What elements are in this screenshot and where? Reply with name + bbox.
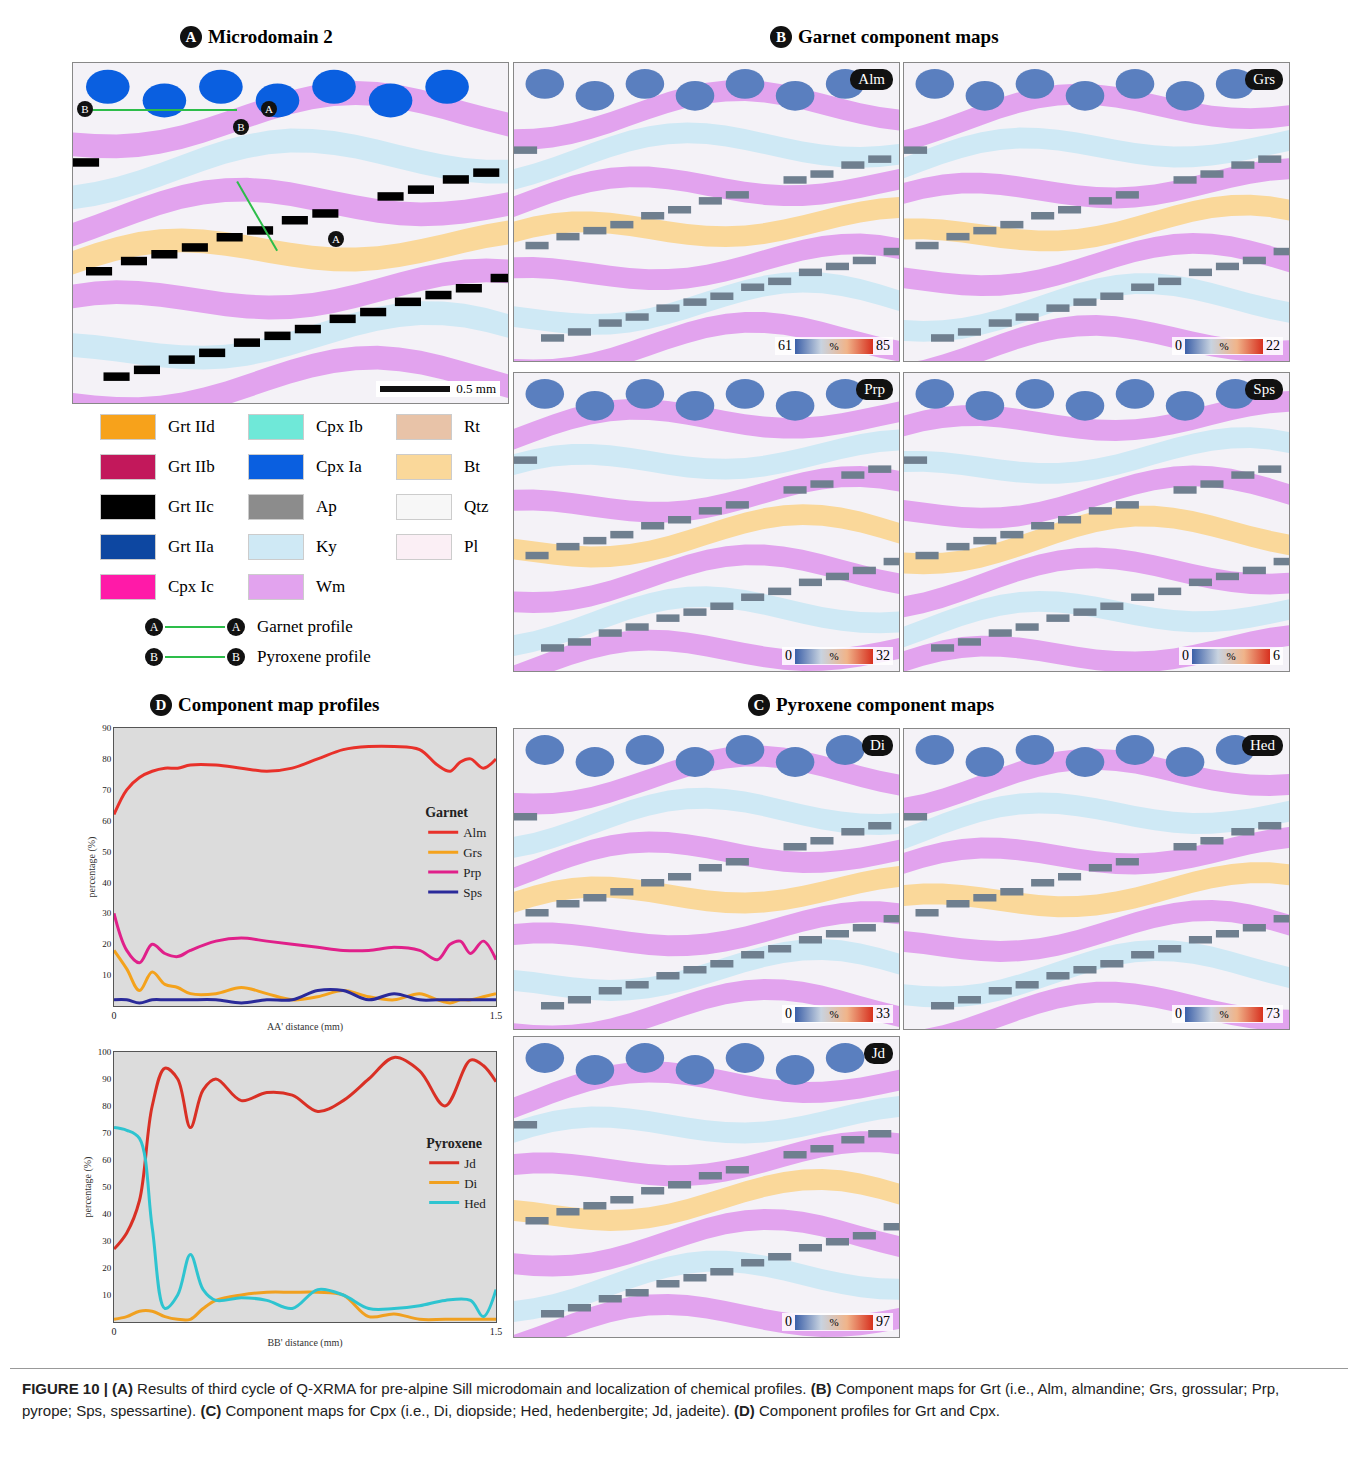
html-text:A: A bbox=[231, 619, 241, 634]
html-text:85: 85 bbox=[876, 338, 890, 353]
html-text:Sps: Sps bbox=[1253, 381, 1275, 397]
svg-text:30: 30 bbox=[102, 1236, 112, 1246]
svg-text:30: 30 bbox=[102, 908, 112, 918]
html-text:0: 0 bbox=[785, 1006, 792, 1021]
html-text:Di: Di bbox=[870, 737, 885, 753]
html-text:Pyroxene profile: Pyroxene profile bbox=[257, 647, 371, 666]
html-text:Cpx Ib: Cpx Ib bbox=[316, 417, 363, 436]
svg-text:percentage (%): percentage (%) bbox=[82, 1157, 94, 1218]
svg-text:0: 0 bbox=[112, 1326, 117, 1337]
html-text:Jd: Jd bbox=[871, 1045, 885, 1061]
html-text:6: 6 bbox=[1273, 648, 1280, 663]
html-text:Component map profiles: Component map profiles bbox=[178, 694, 380, 715]
html-text:Grs: Grs bbox=[1253, 71, 1275, 87]
html-text:Pl: Pl bbox=[464, 537, 479, 556]
html-text:Grt IIc: Grt IIc bbox=[168, 497, 214, 516]
html-text:Grt IIa: Grt IIa bbox=[168, 537, 214, 556]
html-text:A: A bbox=[149, 619, 159, 634]
html-text:B: B bbox=[81, 103, 89, 115]
svg-text:40: 40 bbox=[102, 1209, 112, 1219]
svg-text:100: 100 bbox=[98, 1047, 112, 1057]
html-text:C: C bbox=[753, 696, 765, 713]
html-text:Microdomain 2: Microdomain 2 bbox=[208, 26, 333, 47]
svg-text:1.5: 1.5 bbox=[490, 1010, 503, 1021]
html-text:D: D bbox=[155, 696, 167, 713]
html-text:B: B bbox=[237, 121, 245, 133]
svg-text:60: 60 bbox=[102, 816, 112, 826]
html-text:Hed: Hed bbox=[1250, 737, 1275, 753]
html-text:A: A bbox=[185, 28, 197, 45]
html-text:B: B bbox=[150, 649, 158, 664]
svg-text:70: 70 bbox=[102, 785, 112, 795]
html-text:Cpx Ia: Cpx Ia bbox=[316, 457, 362, 476]
svg-text:80: 80 bbox=[102, 754, 112, 764]
html-text:0: 0 bbox=[1175, 338, 1182, 353]
html-text:Garnet component maps: Garnet component maps bbox=[798, 26, 999, 47]
html-text:Rt: Rt bbox=[464, 417, 481, 436]
svg-text:1.5: 1.5 bbox=[490, 1326, 503, 1337]
html-text:Qtz: Qtz bbox=[464, 497, 489, 516]
html-text:Bt: Bt bbox=[464, 457, 481, 476]
html-text:Alm: Alm bbox=[858, 71, 885, 87]
svg-text:percentage (%): percentage (%) bbox=[86, 837, 98, 898]
svg-text:Prp: Prp bbox=[463, 865, 481, 880]
svg-text:Grs: Grs bbox=[463, 845, 482, 860]
html-text:A: A bbox=[332, 233, 340, 245]
html-text:0: 0 bbox=[1175, 1006, 1182, 1021]
html-text:Wm: Wm bbox=[316, 577, 346, 596]
html-text:Garnet profile: Garnet profile bbox=[257, 617, 353, 636]
html-text:0: 0 bbox=[1182, 648, 1189, 663]
html-text:Grt IIb: Grt IIb bbox=[168, 457, 215, 476]
svg-text:Hed: Hed bbox=[464, 1196, 486, 1211]
html-text:73: 73 bbox=[1266, 1006, 1280, 1021]
html-text:0: 0 bbox=[785, 648, 792, 663]
html-text:Prp: Prp bbox=[864, 381, 885, 397]
svg-text:0: 0 bbox=[112, 1010, 117, 1021]
svg-text:90: 90 bbox=[102, 723, 112, 733]
svg-text:Garnet: Garnet bbox=[425, 805, 468, 820]
svg-text:80: 80 bbox=[102, 1101, 112, 1111]
html-text:61: 61 bbox=[778, 338, 792, 353]
html-text:32: 32 bbox=[876, 648, 890, 663]
html-text:97: 97 bbox=[876, 1314, 890, 1329]
svg-text:AA' distance (mm): AA' distance (mm) bbox=[267, 1021, 343, 1033]
html-text:A: A bbox=[265, 103, 273, 115]
svg-text:Alm: Alm bbox=[463, 825, 486, 840]
svg-text:50: 50 bbox=[102, 1182, 112, 1192]
html-text:B: B bbox=[232, 649, 240, 664]
svg-text:Jd: Jd bbox=[464, 1156, 476, 1171]
svg-text:60: 60 bbox=[102, 1155, 112, 1165]
svg-text:70: 70 bbox=[102, 1128, 112, 1138]
svg-text:Di: Di bbox=[464, 1176, 477, 1191]
html-text:Cpx Ic: Cpx Ic bbox=[168, 577, 214, 596]
html-text:Ap: Ap bbox=[316, 497, 337, 516]
html-text:0.5 mm: 0.5 mm bbox=[456, 381, 496, 396]
html-text:Pyroxene component maps: Pyroxene component maps bbox=[776, 694, 995, 715]
html-text:0: 0 bbox=[785, 1314, 792, 1329]
html-text:Ky: Ky bbox=[316, 537, 337, 556]
svg-text:40: 40 bbox=[102, 878, 112, 888]
html-text:Grt IId: Grt IId bbox=[168, 417, 215, 436]
svg-text:Sps: Sps bbox=[463, 885, 482, 900]
svg-text:BB' distance (mm): BB' distance (mm) bbox=[267, 1337, 342, 1349]
svg-text:20: 20 bbox=[102, 1263, 112, 1273]
html-text:33: 33 bbox=[876, 1006, 890, 1021]
svg-text:10: 10 bbox=[102, 970, 112, 980]
html-text:22: 22 bbox=[1266, 338, 1280, 353]
svg-text:Pyroxene: Pyroxene bbox=[426, 1136, 482, 1151]
svg-text:50: 50 bbox=[102, 847, 112, 857]
html-text:B: B bbox=[776, 28, 786, 45]
svg-text:10: 10 bbox=[102, 1290, 112, 1300]
svg-text:90: 90 bbox=[102, 1074, 112, 1084]
html-text:FIGURE 10 | (A) Results of thi: FIGURE 10 | (A) Results of third cycle o… bbox=[22, 1380, 1280, 1419]
svg-text:20: 20 bbox=[102, 939, 112, 949]
